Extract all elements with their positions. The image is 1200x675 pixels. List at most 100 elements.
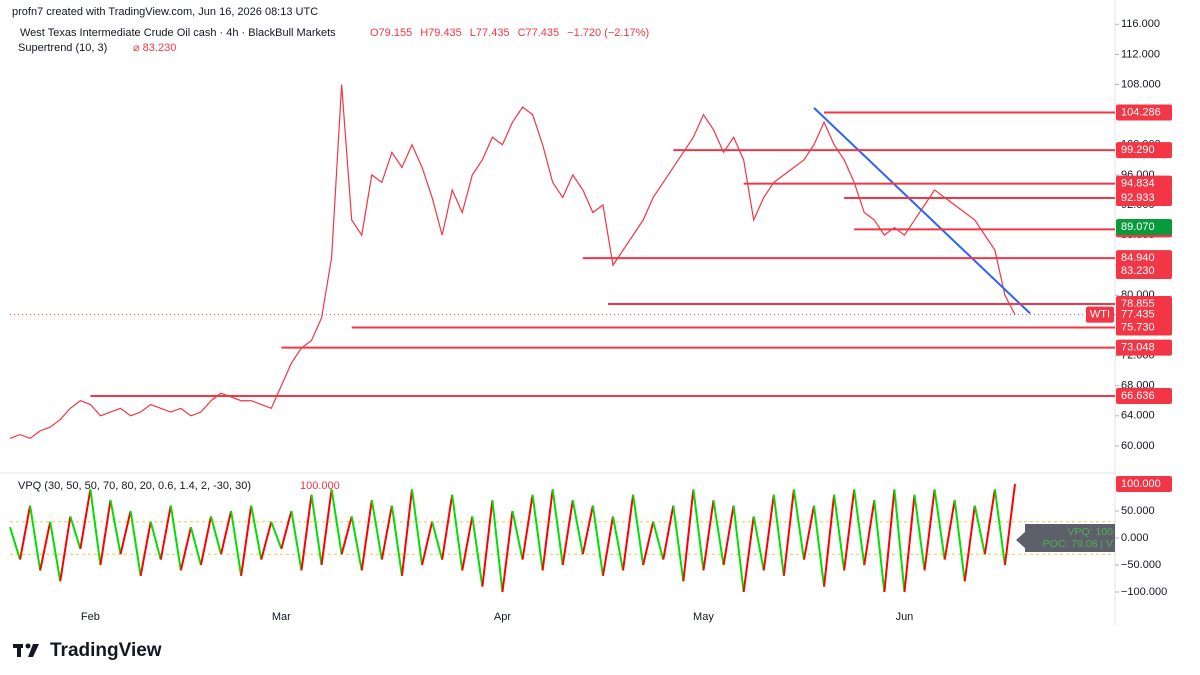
level-label: 104.286: [1116, 104, 1172, 121]
symbol-tag-bg: [1086, 306, 1114, 323]
oscillator-segment: [511, 510, 524, 560]
oscillator-segment: [199, 516, 212, 566]
level-label: 99.290: [1116, 142, 1172, 159]
oscillator-segment: [622, 494, 635, 571]
oscillator-segment: [782, 489, 795, 576]
oscillator-segment: [119, 510, 132, 555]
oscillator-segment: [189, 526, 202, 566]
oscillator-segment: [933, 489, 946, 560]
y-tick-label: 116.000: [1121, 18, 1160, 30]
oscillator-segment: [682, 489, 695, 582]
oscillator-segment: [963, 505, 976, 582]
level-label-bg: [1116, 319, 1172, 336]
level-label-text: 73.048: [1121, 342, 1155, 354]
oscillator-segment: [99, 500, 112, 566]
oscillator-segment: [240, 505, 253, 576]
oscillator-segment: [260, 521, 273, 560]
oscillator-segment: [571, 500, 584, 555]
level-label-bg: [1116, 104, 1172, 121]
logo-icon: [28, 644, 39, 657]
oscillator-segment: [551, 489, 564, 566]
x-tick-label: Jun: [896, 611, 914, 623]
oscillator-segment: [29, 505, 42, 571]
oscillator-segment: [441, 494, 454, 560]
ohlc-value: −1.720 (−2.17%): [567, 27, 649, 39]
oscillator-segment: [903, 494, 916, 593]
oscillator-segment: [290, 510, 303, 571]
x-tick-label: Mar: [272, 611, 291, 623]
oscillator-segment: [380, 505, 393, 560]
oscillator-segment: [843, 489, 856, 571]
oscillator-segment: [451, 494, 464, 571]
price-marker-label: 83.230: [1121, 265, 1155, 277]
oscillator-segment: [330, 489, 343, 555]
indicator-value: ⌀ 83.230: [133, 42, 176, 54]
y-tick-label: 60.000: [1121, 440, 1155, 452]
info-box: [1025, 524, 1115, 552]
oscillator-segment: [893, 489, 906, 593]
oscillator-segment: [601, 516, 614, 576]
oscillator-segment: [139, 521, 152, 576]
indicator: Supertrend (10, 3): [18, 42, 107, 54]
oscillator-segment: [169, 505, 182, 571]
ohlc-value: H79.435: [420, 27, 462, 39]
oscillator-segment: [421, 521, 434, 566]
oscillator-segment: [481, 500, 494, 587]
logo: TradingView: [13, 640, 162, 661]
level-label-text: 84.940: [1121, 252, 1155, 264]
oscillator-segment: [762, 494, 775, 571]
oscillator-segment: [230, 510, 243, 576]
last-value-label: 100.000: [1121, 478, 1161, 490]
oscillator-segment: [993, 489, 1006, 566]
info-box-text: POC: 79.08 | V: [1043, 538, 1113, 550]
oscillator-segment: [983, 489, 996, 555]
y-tick-label: −100.000: [1121, 586, 1167, 598]
oscillator-segment: [953, 500, 966, 582]
oscillator-segment: [89, 489, 102, 566]
oscillator-segment: [913, 494, 926, 571]
level-label-bg: [1116, 142, 1172, 159]
oscillator-segment: [411, 489, 424, 566]
oscillator-segment: [69, 516, 82, 550]
oscillator-segment: [431, 521, 444, 560]
logo-text: TradingView: [50, 640, 162, 661]
level-label: 92.933: [1116, 189, 1172, 206]
level-label-bg: [1116, 175, 1172, 192]
logo-icon: [25, 643, 31, 649]
oscillator-segment: [340, 516, 353, 555]
oscillator-segment: [1003, 483, 1016, 566]
level-label-text: 92.933: [1121, 192, 1155, 204]
y-tick-label: 0.000: [1121, 532, 1149, 544]
last-price-label: 77.435: [1121, 309, 1155, 321]
oscillator-segment: [9, 526, 22, 560]
oscillator-segment: [501, 510, 514, 593]
info-box-pointer: [1016, 532, 1025, 548]
y-tick-label: 64.000: [1121, 410, 1155, 422]
level-label: 75.730: [1116, 319, 1172, 336]
oscillator-segment: [250, 505, 263, 560]
level-label: 66.636: [1116, 387, 1172, 404]
level-label-bg: [1116, 387, 1172, 404]
last-price-bg: [1116, 306, 1172, 323]
oscillator-segment: [823, 494, 836, 587]
oscillator-value: 100.000: [300, 480, 340, 492]
last-value-bg: [1116, 475, 1172, 492]
oscillator-segment: [581, 505, 594, 555]
oscillator-segment: [390, 505, 403, 576]
oscillator-legend: VPQ (30, 50, 50, 70, 80, 20, 0.6, 1.4, 2…: [18, 480, 251, 492]
oscillator-segment: [883, 489, 896, 593]
oscillator-segment: [802, 505, 815, 560]
oscillator-segment: [471, 516, 484, 587]
oscillator-segment: [752, 516, 765, 571]
oscillator-segment: [320, 489, 333, 566]
oscillator-segment: [129, 510, 142, 576]
level-label-bg: [1116, 250, 1172, 267]
oscillator-segment: [561, 500, 574, 566]
level-label-text: 104.286: [1121, 106, 1161, 118]
oscillator-segment: [39, 521, 52, 571]
oscillator-segment: [79, 489, 92, 549]
level-label-text: 99.290: [1121, 144, 1155, 156]
oscillator-segment: [923, 489, 936, 571]
